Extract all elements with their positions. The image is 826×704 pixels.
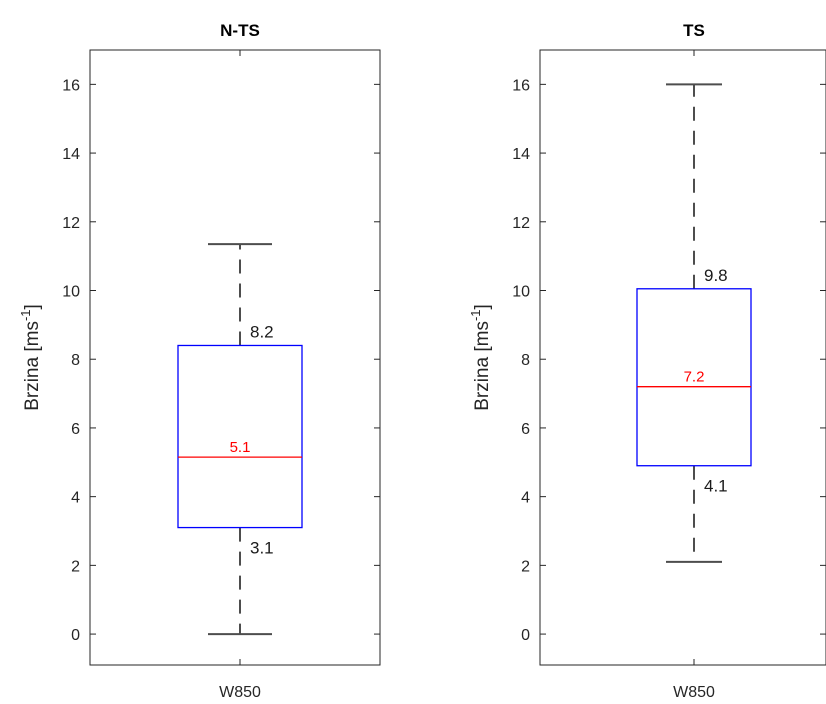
y-axis-label-text: Brzina [ms (22, 321, 43, 411)
y-tick-label: 14 (62, 146, 80, 163)
y-tick-label: 12 (512, 215, 530, 232)
y-tick-label: 2 (71, 558, 80, 575)
subplot-ts: 0 2 4 6 8 10 12 14 16 W850 TS Brzina [ms-1] 7.2 9.8 4.… (468, 21, 826, 701)
lower-label: 3.1 (250, 539, 274, 558)
upper-label: 9.8 (704, 266, 728, 285)
y-tick-label: 8 (71, 352, 80, 369)
y-tick-label: 8 (521, 352, 530, 369)
y-axis-label-sup: -1 (18, 309, 33, 321)
y-axis-label-close: ] (22, 304, 43, 309)
subplot-nts: 0 2 4 6 8 10 12 14 16 W850 N-TS Brzina [ms-1] 5.1 8.2… (18, 21, 381, 701)
x-tick-label: W850 (219, 684, 261, 701)
upper-label: 8.2 (250, 322, 274, 341)
median-label: 7.2 (684, 369, 705, 386)
y-tick-label: 6 (521, 421, 530, 438)
y-axis-label-close: ] (472, 304, 493, 309)
y-axis-label: Brzina [ms-1] (18, 304, 43, 411)
y-tick-label: 10 (512, 284, 530, 301)
iqr-box (177, 344, 303, 529)
y-axis-label-sup: -1 (468, 309, 483, 321)
y-tick-label: 4 (521, 490, 530, 507)
lower-label: 4.1 (704, 477, 728, 496)
axes-frame (89, 49, 381, 666)
y-tick-label: 2 (521, 558, 530, 575)
median-label: 5.1 (230, 439, 251, 456)
iqr-box (636, 288, 752, 467)
y-tick-label: 10 (62, 284, 80, 301)
x-tick-label: W850 (673, 684, 715, 701)
y-tick-label: 6 (71, 421, 80, 438)
y-tick-label: 16 (62, 77, 80, 94)
y-tick-label: 12 (62, 215, 80, 232)
y-tick-label: 4 (71, 490, 80, 507)
y-tick-label: 16 (512, 77, 530, 94)
y-tick-label: 0 (71, 627, 80, 644)
axes-frame (539, 49, 826, 666)
y-tick-label: 0 (521, 627, 530, 644)
chart-title: N-TS (220, 21, 260, 40)
y-tick-label: 14 (512, 146, 530, 163)
y-axis-label: Brzina [ms-1] (468, 304, 493, 411)
y-axis-label-text: Brzina [ms (472, 321, 493, 411)
chart-title: TS (683, 21, 705, 40)
